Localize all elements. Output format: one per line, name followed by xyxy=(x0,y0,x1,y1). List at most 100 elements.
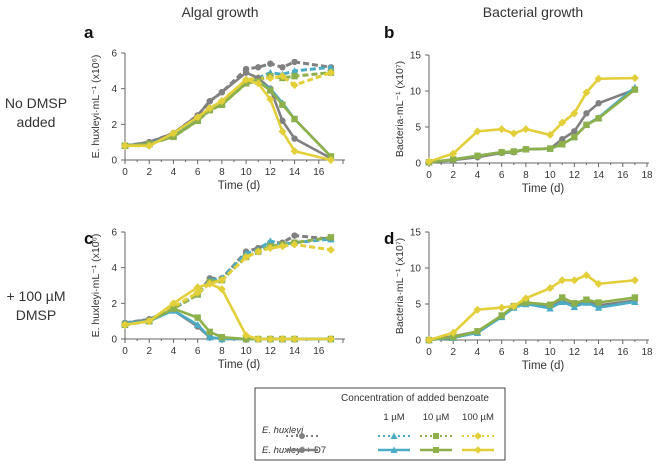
data-point xyxy=(509,129,518,138)
legend-marker-1uM xyxy=(390,432,398,439)
data-point xyxy=(570,276,579,285)
data-point xyxy=(595,115,602,122)
series-line xyxy=(124,234,332,325)
data-point xyxy=(595,299,602,306)
data-point xyxy=(326,68,335,77)
series-solid-10uM xyxy=(425,86,639,166)
data-point xyxy=(474,328,481,335)
series-solid-10uM xyxy=(425,294,639,344)
series-solid-1uM xyxy=(121,77,335,160)
y-tick-label: 0 xyxy=(111,156,117,167)
x-tick-label: 4 xyxy=(171,346,177,357)
data-point xyxy=(326,245,335,254)
legend-marker-10uM xyxy=(433,433,439,439)
x-tick-label: 2 xyxy=(450,347,456,358)
legend: Concentration of added benzoate 1 µM 10 … xyxy=(254,387,506,461)
x-axis-label: Time (d) xyxy=(522,183,565,195)
x-tick-label: 10 xyxy=(545,170,557,181)
y-tick-label: 5 xyxy=(415,123,421,134)
data-point xyxy=(582,271,591,280)
data-point xyxy=(509,302,518,311)
x-tick-label: 14 xyxy=(289,167,301,178)
x-tick-label: 8 xyxy=(523,170,529,181)
data-point xyxy=(474,152,481,159)
data-point xyxy=(631,298,639,306)
legend-col-100uM: 100 µM xyxy=(462,412,494,423)
data-point xyxy=(266,237,275,245)
data-point xyxy=(473,305,482,314)
data-point xyxy=(571,128,578,135)
x-tick-label: 18 xyxy=(641,347,653,358)
data-point xyxy=(450,156,457,163)
data-point xyxy=(194,314,201,321)
series-dotted-1uM xyxy=(121,235,335,327)
data-point xyxy=(291,115,298,123)
data-point xyxy=(278,127,287,136)
series-dotted-100uM xyxy=(121,240,335,329)
y-tick-label: 2 xyxy=(111,299,117,310)
data-point xyxy=(521,294,530,303)
series-line xyxy=(124,80,332,158)
data-point xyxy=(266,335,275,343)
x-tick-label: 18 xyxy=(641,170,653,181)
column-title-algal: Algal growth xyxy=(181,4,258,20)
data-point xyxy=(327,234,335,241)
x-tick-label: 12 xyxy=(569,170,581,181)
x-tick-label: 8 xyxy=(219,346,225,357)
x-tick-label: 2 xyxy=(450,170,456,181)
data-point xyxy=(217,285,226,294)
x-tick-label: 10 xyxy=(545,347,557,358)
data-point xyxy=(510,148,517,155)
series-solid-1uM xyxy=(425,83,639,166)
data-point xyxy=(583,296,590,303)
panel-letter: c xyxy=(84,229,93,248)
data-point xyxy=(279,101,286,108)
data-point xyxy=(266,73,275,82)
data-point xyxy=(218,89,226,96)
x-tick-label: 0 xyxy=(426,347,432,358)
data-point xyxy=(291,58,298,66)
series-dotted-none xyxy=(121,58,335,149)
row-label-1-line-1: No DMSP xyxy=(5,95,67,111)
data-point xyxy=(291,135,298,142)
series-line xyxy=(124,282,331,341)
panel-b: b 0 2 4 6 8 10 12 14 16 18 0 5 10 15 Time (d) Bacteria·m… xyxy=(384,23,653,195)
data-point xyxy=(267,87,274,94)
data-point xyxy=(594,74,603,83)
y-tick-label: 10 xyxy=(410,87,422,98)
data-point xyxy=(145,141,154,150)
y-tick-label: 15 xyxy=(410,51,422,62)
data-point xyxy=(193,288,202,297)
data-point xyxy=(449,328,458,337)
x-tick-label: 16 xyxy=(617,170,629,181)
series-line xyxy=(124,60,332,148)
data-point xyxy=(425,336,433,344)
y-axis-label: Bacteria·mL⁻¹ (x10⁷) xyxy=(394,61,406,157)
data-point xyxy=(594,303,603,311)
data-point xyxy=(169,299,178,308)
data-point xyxy=(546,284,555,293)
data-point xyxy=(326,335,335,343)
data-point xyxy=(291,72,298,80)
x-tick-label: 0 xyxy=(122,346,128,357)
data-point xyxy=(326,156,335,164)
x-tick-label: 2 xyxy=(146,167,152,178)
y-tick-label: 0 xyxy=(415,336,421,347)
x-tick-label: 4 xyxy=(475,170,481,181)
data-point xyxy=(121,320,129,329)
x-tick-label: 8 xyxy=(219,167,225,178)
legend-box xyxy=(254,387,506,461)
data-point xyxy=(498,312,505,319)
x-tick-label: 10 xyxy=(241,346,253,357)
legend-marker-none xyxy=(299,433,305,439)
data-point xyxy=(595,100,602,107)
x-tick-label: 12 xyxy=(265,167,277,178)
x-tick-label: 8 xyxy=(523,347,529,358)
x-tick-label: 0 xyxy=(426,170,432,181)
data-point xyxy=(559,141,566,148)
y-tick-label: 15 xyxy=(410,228,422,239)
x-tick-label: 14 xyxy=(289,346,301,357)
series-line xyxy=(124,237,332,325)
data-point xyxy=(279,64,286,71)
